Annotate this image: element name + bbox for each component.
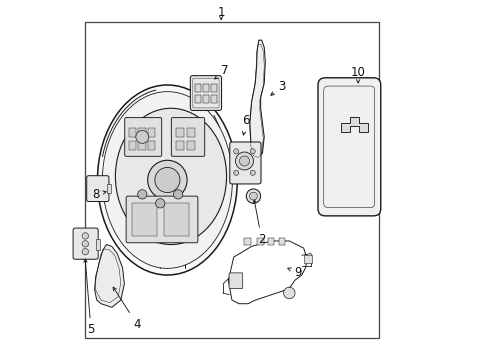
Text: 8: 8 [92, 188, 106, 201]
FancyBboxPatch shape [228, 273, 242, 289]
Circle shape [155, 167, 180, 193]
Bar [244, 238, 250, 244]
FancyBboxPatch shape [86, 176, 109, 202]
FancyBboxPatch shape [124, 118, 162, 156]
Bar [187, 129, 195, 137]
Text: 9: 9 [287, 266, 301, 279]
Circle shape [137, 190, 147, 199]
Bar [138, 140, 145, 149]
Bar [96, 239, 100, 250]
Bar [211, 84, 217, 92]
Text: 6: 6 [242, 114, 249, 135]
Bar [195, 84, 201, 92]
Bar [128, 129, 136, 137]
Text: 7: 7 [214, 64, 228, 79]
Bar [138, 129, 145, 137]
Bar [85, 22, 378, 338]
Bar [148, 140, 155, 149]
Text: 4: 4 [113, 287, 141, 331]
Text: 1: 1 [217, 6, 224, 19]
Bar [195, 95, 201, 103]
Circle shape [233, 170, 238, 175]
Circle shape [82, 248, 88, 255]
Ellipse shape [97, 85, 237, 275]
FancyBboxPatch shape [229, 142, 261, 184]
Bar [278, 238, 285, 244]
Circle shape [235, 152, 253, 170]
Circle shape [249, 192, 257, 200]
Circle shape [136, 131, 148, 143]
Text: 5: 5 [83, 259, 95, 336]
Circle shape [82, 233, 88, 239]
Ellipse shape [115, 108, 226, 244]
Circle shape [246, 189, 260, 203]
Bar [128, 140, 136, 149]
FancyBboxPatch shape [73, 228, 98, 259]
Bar [187, 140, 195, 149]
Text: 2: 2 [253, 200, 265, 246]
Bar [267, 238, 274, 244]
Text: 10: 10 [350, 66, 365, 83]
Circle shape [155, 199, 164, 208]
FancyBboxPatch shape [190, 76, 221, 111]
Text: 3: 3 [270, 80, 285, 95]
Bar [303, 255, 312, 263]
FancyBboxPatch shape [171, 118, 204, 156]
Circle shape [147, 160, 187, 200]
Bar [163, 203, 188, 235]
Circle shape [250, 149, 255, 154]
Bar [107, 184, 111, 193]
Polygon shape [94, 244, 124, 307]
Polygon shape [341, 117, 367, 132]
FancyBboxPatch shape [126, 196, 198, 243]
Bar [176, 129, 184, 137]
Bar [131, 203, 156, 235]
Circle shape [82, 240, 88, 247]
Bar [203, 84, 208, 92]
Circle shape [283, 287, 294, 299]
Bar [176, 140, 184, 149]
Bar [257, 238, 263, 244]
Bar [203, 95, 208, 103]
Polygon shape [249, 40, 265, 157]
Circle shape [239, 156, 249, 166]
FancyBboxPatch shape [317, 78, 380, 216]
Circle shape [173, 190, 183, 199]
Ellipse shape [102, 92, 232, 268]
Circle shape [233, 149, 238, 154]
Bar [211, 95, 217, 103]
Bar [148, 129, 155, 137]
Circle shape [250, 170, 255, 175]
